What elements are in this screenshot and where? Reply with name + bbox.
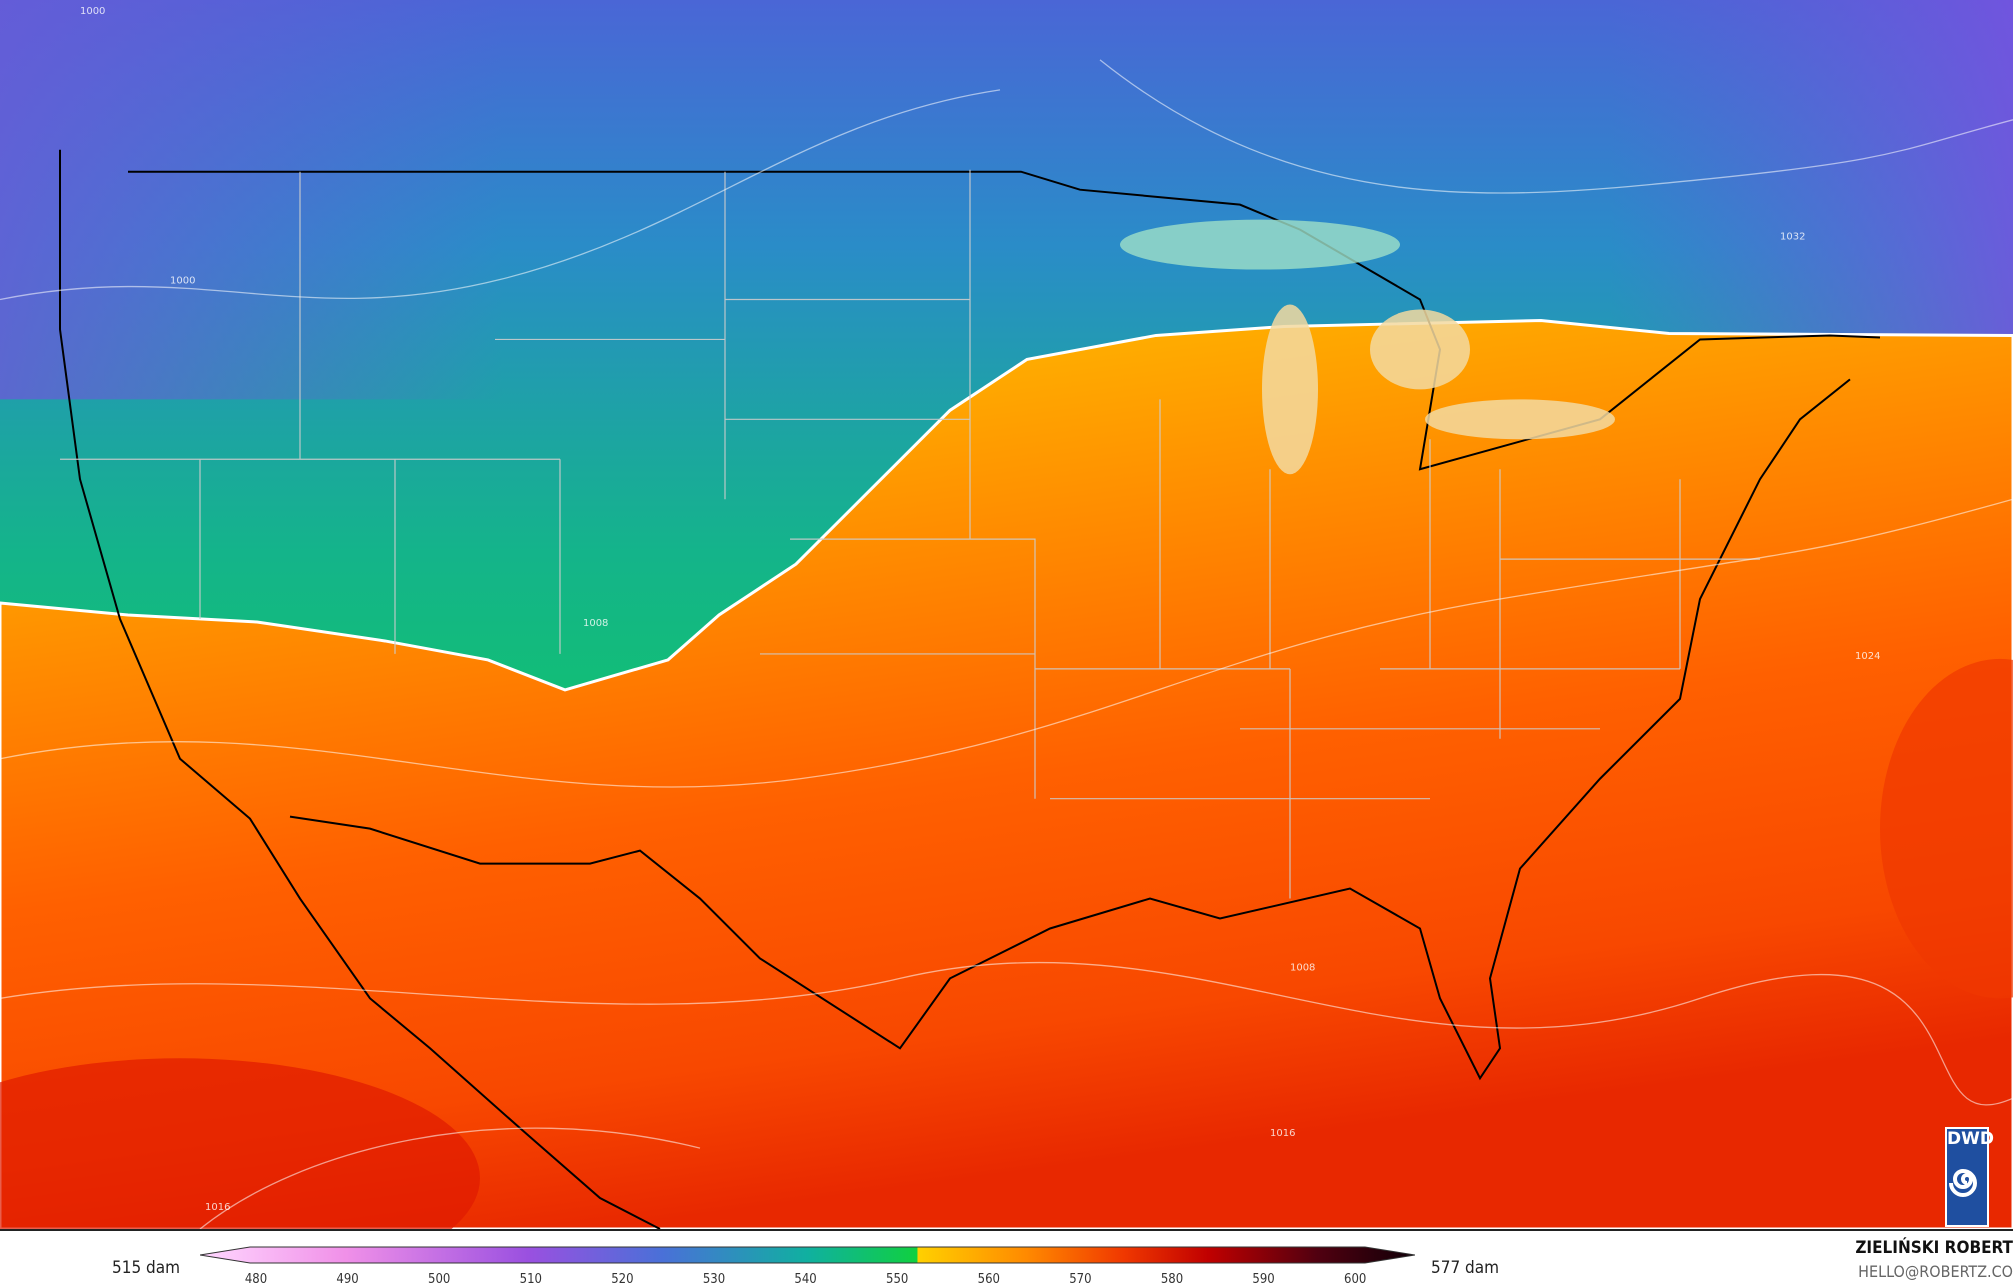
colorbar-tick: 500 [428,1272,451,1287]
author-credit: ZIELIŃSKI ROBERT [1855,1238,2013,1258]
southwest-red-area [0,1058,480,1229]
svg-text:1008: 1008 [583,618,608,629]
colorbar-tick: 570 [1069,1272,1092,1287]
max-value-label: 577 dam [1431,1258,1500,1278]
colorbar-tick: 480 [244,1272,268,1287]
colorbar-tick: 560 [977,1272,1000,1287]
svg-text:1016: 1016 [1270,1128,1295,1139]
svg-text:1024: 1024 [1855,651,1880,662]
state-lines [60,169,1760,899]
colorbar-tick: 580 [1160,1272,1184,1287]
atlantic-red-area [1880,658,2013,999]
svg-text:1016: 1016 [205,1202,230,1213]
contour-labels: 1000 1000 1008 1008 1016 1016 1024 1032 [80,6,1880,1213]
warm-airmass [0,318,2013,1229]
min-value-label: 515 dam [112,1258,181,1278]
colorbar-tick: 540 [794,1272,817,1287]
lake-michigan [1262,304,1318,475]
dwd-logo-text: DWD [1947,1129,1994,1149]
isobars [0,59,2013,1229]
colorbar-tick: 590 [1252,1272,1275,1287]
author-email: HELLO@ROBERTZ.CO [1858,1262,2013,1281]
svg-text:1032: 1032 [1780,232,1805,243]
lake-superior [1120,219,1400,270]
colorbar-tick: 490 [336,1272,359,1287]
svg-text:1000: 1000 [170,276,195,287]
colorbar-tick: 530 [702,1272,726,1287]
lake-huron [1370,309,1470,390]
spiral-icon [1949,1168,1977,1197]
colorbar-tick: 600 [1344,1272,1367,1287]
colorbar-tick: 510 [519,1272,542,1287]
dwd-logo: DWD [1945,1127,1994,1227]
colorbar [200,1246,1415,1264]
svg-text:1008: 1008 [1290,962,1315,973]
lake-erie [1425,399,1615,440]
colorbar-tick: 550 [886,1272,909,1287]
geopotential-map: 1000 1000 1008 1008 1016 1016 1024 1032 [0,0,2013,1231]
svg-text:1000: 1000 [80,6,105,17]
colorbar-tick: 520 [611,1272,634,1287]
